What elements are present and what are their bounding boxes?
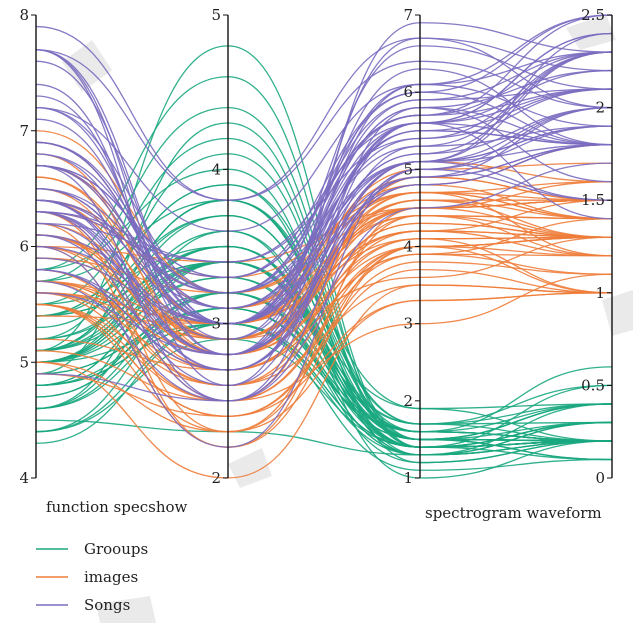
tick-label-3-5: 2.5 [581,6,605,24]
tick-label-1-2: 4 [211,160,221,178]
legend-label-2: Songs [84,596,130,614]
tick-label-2-3: 4 [403,238,413,256]
series-line-1-43 [35,292,613,433]
tick-label-2-0: 1 [403,469,413,487]
tick-label-0-2: 6 [19,238,29,256]
series-line-1-40 [35,214,613,387]
series-line-0-40 [35,419,613,456]
series-line-2-8 [35,106,613,402]
axis-title-1: spectrogram waveform [425,504,602,522]
legend: Grooups images Songs [36,540,148,614]
tick-label-3-3: 1.5 [581,191,605,209]
series-line-2-34 [35,122,613,387]
legend-label-0: Grooups [84,540,148,558]
series-line-1-31 [35,268,613,417]
series-line-2-49 [35,143,613,325]
tick-label-0-3: 7 [19,122,29,140]
tick-label-1-3: 5 [211,6,221,24]
tick-label-1-1: 3 [211,315,221,333]
series-line-1-49 [35,236,613,356]
tick-label-2-1: 2 [403,392,413,410]
series-line-1-23 [35,191,613,356]
tick-label-0-1: 5 [19,353,29,371]
series-line-2-38 [35,143,613,325]
tick-label-3-4: 2 [595,99,605,117]
series-line-2-37 [35,130,613,309]
series-line-2-17 [35,37,613,201]
series-line-2-43 [35,51,613,294]
tick-label-2-5: 6 [403,83,413,101]
tick-label-1-0: 2 [211,469,221,487]
series-line-2-32 [35,69,613,356]
tick-label-0-4: 8 [19,6,29,24]
series-line-2-41 [35,51,613,309]
series-line-2-31 [35,25,613,201]
tick-label-2-2: 3 [403,315,413,333]
series-line-2-46 [35,125,613,402]
series-line-2-27 [35,143,613,325]
series-line-2-25 [35,91,613,294]
axis-title-0: function specshow [46,498,188,516]
series-line-2-44 [35,14,613,279]
series-line-1-46 [35,230,613,340]
axis-titles-layer: function specshow spectrogram waveform [46,498,602,522]
series-line-2-3 [35,122,613,340]
tick-label-3-0: 0 [595,469,605,487]
series-line-2-19 [35,168,613,448]
series-line-1-39 [35,236,613,402]
tick-label-2-6: 7 [403,6,413,24]
tick-label-0-0: 4 [19,469,29,487]
series-line-2-48 [35,51,613,263]
series-line-2-40 [35,32,613,309]
legend-label-1: images [84,568,138,586]
series-line-2-42 [35,125,613,371]
series-line-1-48 [35,273,613,402]
axes-layer: 4 5 6 7 8 2 3 4 5 1 2 3 4 5 6 7 0 0.5 1 1.5 2 2.5 [19,6,613,487]
series-line-1-19 [35,253,613,402]
tick-label-2-4: 5 [403,160,413,178]
series-line-2-18 [35,22,613,387]
tick-label-3-2: 1 [595,284,605,302]
tick-label-3-1: 0.5 [581,376,605,394]
series-line-2-33 [35,160,613,356]
polylines-layer [35,14,613,479]
series-line-2-47 [35,106,613,325]
series-line-1-42 [35,245,613,387]
